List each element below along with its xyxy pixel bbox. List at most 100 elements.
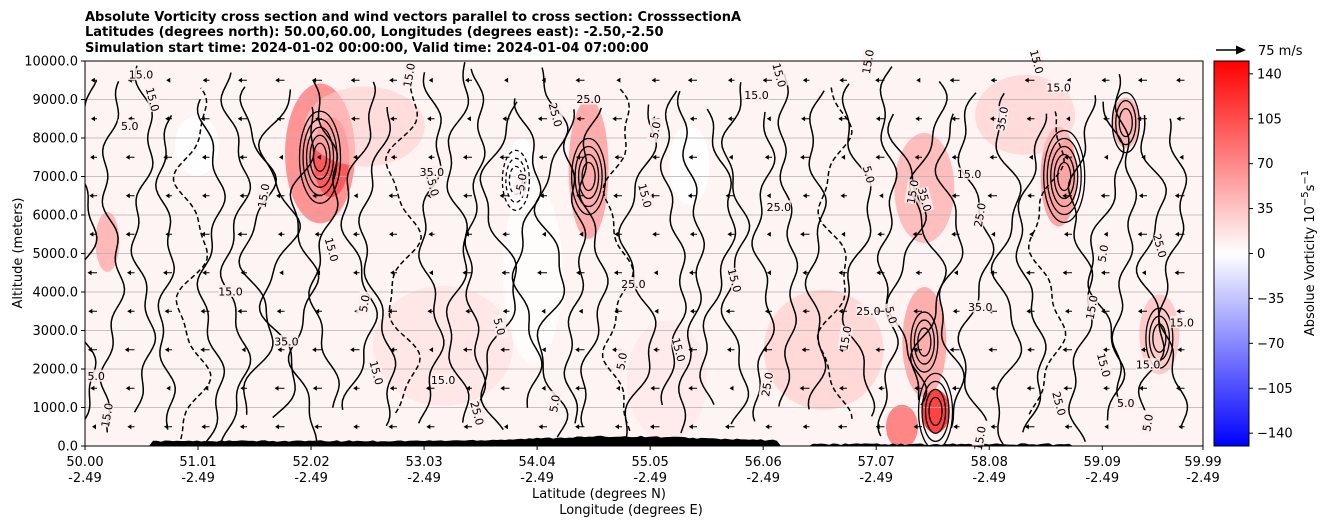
- wind-vector-arrow: [500, 385, 505, 391]
- wind-vector-arrow: [575, 385, 580, 391]
- x-axis-ticks: 50.00-2.4951.01-2.4952.02-2.4953.03-2.49…: [66, 446, 1222, 486]
- contour-loop: [1111, 91, 1140, 154]
- wind-vector-arrow: [613, 193, 618, 199]
- contour-loop: [574, 145, 603, 208]
- contour-label: 25.0: [759, 371, 776, 397]
- wind-vector-arrow: [1103, 116, 1108, 122]
- wind-vector-arrow: [875, 77, 880, 83]
- vorticity-region-7: [902, 287, 947, 398]
- wind-vector-arrow: [1176, 308, 1181, 314]
- wind-vector-arrow: [165, 193, 170, 199]
- wind-vector-arrow: [1027, 193, 1032, 199]
- contour-loop: [1118, 107, 1133, 138]
- contour-loop: [581, 161, 596, 192]
- wind-vector-arrow: [125, 385, 130, 391]
- wind-vector-arrow: [654, 308, 659, 314]
- wind-vector-arrow: [875, 154, 880, 160]
- x-tick-longitude-label: -2.49: [972, 471, 1006, 486]
- contour-line: [1015, 113, 1048, 433]
- wind-vector-arrow: [353, 385, 358, 391]
- contour-label-bg: [882, 301, 901, 328]
- wind-vector-arrow: [839, 385, 844, 391]
- contour-label: 5.0: [547, 394, 563, 413]
- wind-vector-arrow: [1062, 193, 1067, 199]
- contour-label-bg: [546, 390, 563, 417]
- wind-vector-arrow: [166, 385, 171, 391]
- wind-vector-arrow: [649, 424, 654, 430]
- wind-vector-arrow: [202, 77, 207, 83]
- wind-vector-arrow: [616, 385, 621, 391]
- wind-vector-arrow: [1179, 154, 1184, 160]
- y-tick-label: 5000.0: [33, 247, 79, 262]
- contour-loop: [305, 126, 335, 188]
- contour-line: [511, 98, 543, 408]
- contour-label: 25.0: [576, 93, 601, 106]
- vorticity-region-17: [975, 74, 1076, 155]
- contour-line: [618, 104, 658, 442]
- wind-vector-arrow: [578, 308, 583, 314]
- contour-label-bg: [993, 105, 1010, 132]
- contour-label: 35.0: [274, 336, 299, 349]
- wind-vector-arrow: [1066, 116, 1071, 122]
- contour-loop: [913, 319, 935, 365]
- y-axis-label: Altitude (meters): [11, 198, 26, 309]
- wind-vector-arrow: [988, 347, 993, 353]
- contour-line: [659, 90, 687, 406]
- vorticity-region-10: [95, 211, 120, 272]
- contour-line: [130, 65, 157, 413]
- wind-vector-arrow: [913, 308, 918, 314]
- wind-vector-arrow: [576, 270, 581, 276]
- chart-title-line-2: Latitudes (degrees north): 50.00,60.00, …: [85, 25, 664, 40]
- wind-vector-arrow: [912, 231, 917, 237]
- wind-vector-arrow: [1138, 193, 1143, 199]
- contour-label: 15.0: [143, 86, 162, 113]
- contour-label-bg: [128, 68, 153, 81]
- contour-label: 25.0: [621, 278, 646, 291]
- wind-vector-arrow: [390, 154, 395, 160]
- wind-vector-arrow: [1174, 193, 1179, 199]
- wind-vector-arrow: [1024, 424, 1029, 430]
- wind-vector-arrow: [1176, 116, 1181, 122]
- wind-vector-arrow: [841, 154, 846, 160]
- contour-line: [841, 83, 876, 417]
- wind-vector-arrow: [575, 154, 580, 160]
- wind-vector-arrow: [1137, 308, 1142, 314]
- contour-line: [751, 111, 776, 422]
- wind-vector-arrow: [163, 424, 168, 430]
- wind-vector-arrow: [239, 154, 244, 160]
- wind-vector-arrow: [727, 116, 732, 122]
- wind-vector-arrow: [316, 270, 321, 276]
- wind-vector-arrow: [502, 116, 507, 122]
- contour-line: [196, 98, 226, 446]
- wind-vector-arrow: [916, 77, 921, 83]
- colorbar-label: Absolue Vorticity 10−5s−1: [1300, 170, 1318, 336]
- contour-loop: [1046, 137, 1082, 216]
- contour-line: [886, 113, 928, 406]
- contour-line: [777, 73, 799, 407]
- contour-label-bg: [646, 117, 663, 143]
- wind-vector-arrow: [429, 347, 434, 353]
- wind-vector-arrow: [876, 270, 881, 276]
- contour-label-bg: [859, 48, 876, 75]
- wind-vector-arrow: [353, 154, 358, 160]
- contour-label-bg: [744, 88, 769, 101]
- contour-line: [990, 92, 1023, 445]
- contour-label: 15.0: [769, 62, 788, 89]
- x-tick-latitude-label: 56.06: [745, 455, 782, 470]
- wind-vector-arrow: [90, 116, 95, 122]
- contour-label: 15.0: [972, 425, 989, 451]
- contour-label: 25.0: [767, 201, 792, 214]
- contour-label-bg: [323, 236, 342, 263]
- contour-label-bg: [1050, 390, 1069, 417]
- contour-line: [219, 72, 252, 443]
- contour-label-bg: [613, 348, 630, 374]
- contour-label-bg: [726, 267, 744, 294]
- wind-vector-arrow: [651, 77, 656, 83]
- wind-vector-arrow: [1062, 270, 1067, 276]
- wind-vector-arrow: [690, 308, 695, 314]
- x-tick-latitude-label: 55.05: [632, 455, 669, 470]
- contour-label: 5.0: [87, 370, 105, 383]
- wind-vector-arrow: [1139, 385, 1144, 391]
- contour-line: [238, 86, 278, 415]
- x-tick-longitude-label: -2.49: [633, 471, 667, 486]
